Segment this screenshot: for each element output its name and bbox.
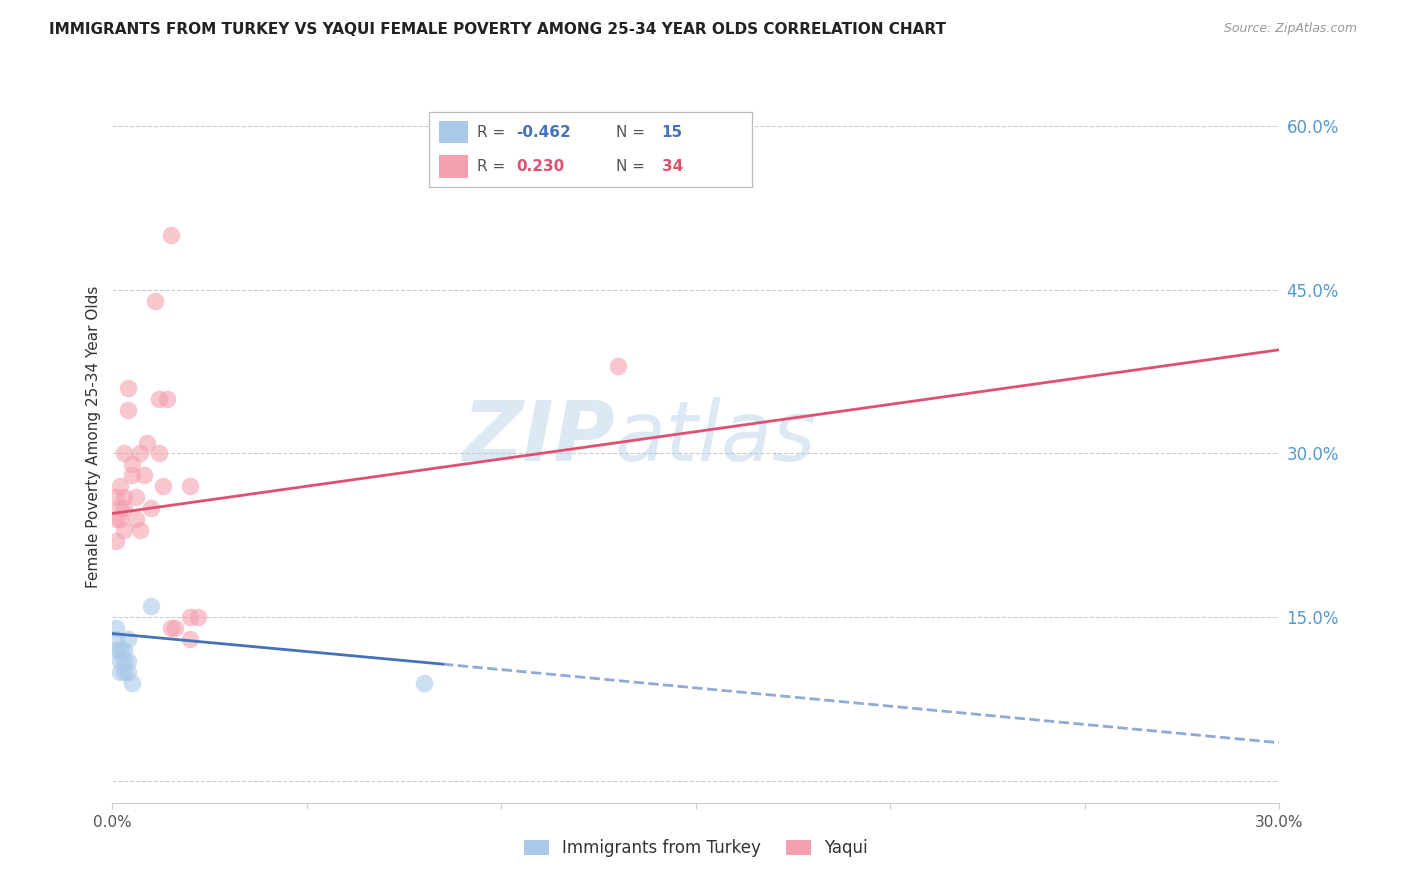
Point	[179, 479, 201, 493]
Text: R =: R =	[478, 160, 516, 174]
Point	[105, 643, 128, 657]
Point	[148, 446, 170, 460]
Point	[117, 665, 139, 679]
FancyBboxPatch shape	[439, 120, 468, 144]
Text: R =: R =	[478, 125, 510, 140]
Point	[160, 228, 183, 243]
Point	[117, 654, 139, 668]
Point	[105, 512, 128, 526]
Text: N =: N =	[616, 160, 650, 174]
Text: 15: 15	[662, 125, 683, 140]
Point	[112, 654, 135, 668]
Y-axis label: Female Poverty Among 25-34 Year Olds: Female Poverty Among 25-34 Year Olds	[86, 286, 101, 588]
Point	[152, 479, 174, 493]
FancyBboxPatch shape	[439, 155, 468, 178]
Point	[179, 610, 201, 624]
Point	[121, 458, 143, 472]
Text: N =: N =	[616, 125, 650, 140]
Point	[110, 512, 132, 526]
Text: atlas: atlas	[614, 397, 815, 477]
Point	[412, 675, 434, 690]
Point	[105, 533, 128, 548]
Point	[110, 654, 132, 668]
Point	[125, 490, 148, 504]
Point	[110, 501, 132, 516]
Point	[110, 643, 132, 657]
Point	[105, 632, 128, 646]
Point	[121, 468, 143, 483]
Point	[117, 381, 139, 395]
Legend: Immigrants from Turkey, Yaqui: Immigrants from Turkey, Yaqui	[517, 832, 875, 864]
Point	[112, 643, 135, 657]
Point	[110, 665, 132, 679]
Point	[117, 402, 139, 417]
Text: ZIP: ZIP	[461, 397, 614, 477]
Point	[156, 392, 179, 406]
Text: 0.230: 0.230	[516, 160, 564, 174]
Point	[112, 523, 135, 537]
Text: 34: 34	[662, 160, 683, 174]
Point	[128, 446, 150, 460]
Point	[128, 523, 150, 537]
Point	[179, 632, 201, 646]
Point	[141, 599, 163, 614]
Point	[112, 501, 135, 516]
Text: Source: ZipAtlas.com: Source: ZipAtlas.com	[1223, 22, 1357, 36]
Point	[117, 632, 139, 646]
Point	[148, 392, 170, 406]
Point	[112, 490, 135, 504]
Point	[187, 610, 209, 624]
Point	[105, 621, 128, 635]
Point	[132, 468, 155, 483]
Point	[136, 435, 159, 450]
Point	[112, 446, 135, 460]
Text: IMMIGRANTS FROM TURKEY VS YAQUI FEMALE POVERTY AMONG 25-34 YEAR OLDS CORRELATION: IMMIGRANTS FROM TURKEY VS YAQUI FEMALE P…	[49, 22, 946, 37]
Point	[160, 621, 183, 635]
Point	[112, 665, 135, 679]
Point	[121, 675, 143, 690]
Point	[141, 501, 163, 516]
Point	[125, 512, 148, 526]
Point	[110, 479, 132, 493]
Text: -0.462: -0.462	[516, 125, 571, 140]
Point	[607, 359, 630, 373]
Point	[105, 490, 128, 504]
Point	[163, 621, 186, 635]
Point	[143, 293, 166, 308]
